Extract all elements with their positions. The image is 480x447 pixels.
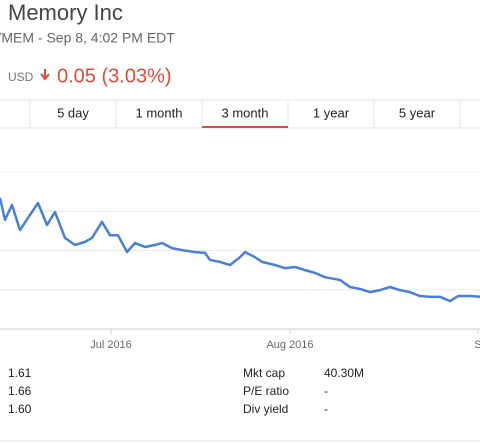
- tab[interactable]: 1 year: [313, 105, 350, 120]
- price-line: [0, 197, 480, 303]
- tab[interactable]: 5 day: [57, 105, 89, 120]
- stat-value: 1.60: [8, 402, 32, 416]
- tab[interactable]: 3 month: [222, 105, 269, 120]
- stat-value: 40.30M: [324, 366, 364, 380]
- subtitle: VMEM - Sep 8, 4:02 PM EDT: [0, 30, 175, 46]
- stat-value: 1.66: [8, 384, 32, 398]
- down-arrow: [40, 69, 50, 81]
- stat-label: P/E ratio: [243, 384, 289, 398]
- stat-value: -: [324, 384, 328, 398]
- tab[interactable]: 1 month: [136, 105, 183, 120]
- x-tick-label: Jul 2016: [90, 339, 132, 351]
- tab-bar: 5 day 1 month 3 month 1 year 5 year: [0, 99, 480, 129]
- x-tick-label: S: [474, 339, 480, 351]
- stats: 1.61 1.66 1.60 Mkt cap 40.30M P/E ratio - Div y…: [8, 366, 364, 416]
- stat-label: Div yield: [243, 402, 288, 416]
- stat-value: 1.61: [8, 366, 32, 380]
- stat-label: Mkt cap: [243, 366, 285, 380]
- stat-value: -: [324, 402, 328, 416]
- currency: USD: [8, 70, 34, 84]
- change: 0.05 (3.03%): [57, 65, 172, 87]
- x-tick-label: Aug 2016: [266, 339, 313, 351]
- title: Memory Inc: [8, 0, 123, 25]
- active-tab-indicator: [202, 126, 288, 128]
- tab[interactable]: 5 year: [399, 105, 436, 120]
- chart: Jul 2016 Aug 2016 S: [0, 171, 480, 351]
